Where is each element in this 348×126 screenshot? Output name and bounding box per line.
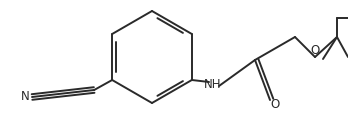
Text: O: O (270, 98, 280, 111)
Text: N: N (21, 90, 29, 103)
Text: NH: NH (204, 77, 222, 90)
Text: O: O (310, 44, 319, 57)
